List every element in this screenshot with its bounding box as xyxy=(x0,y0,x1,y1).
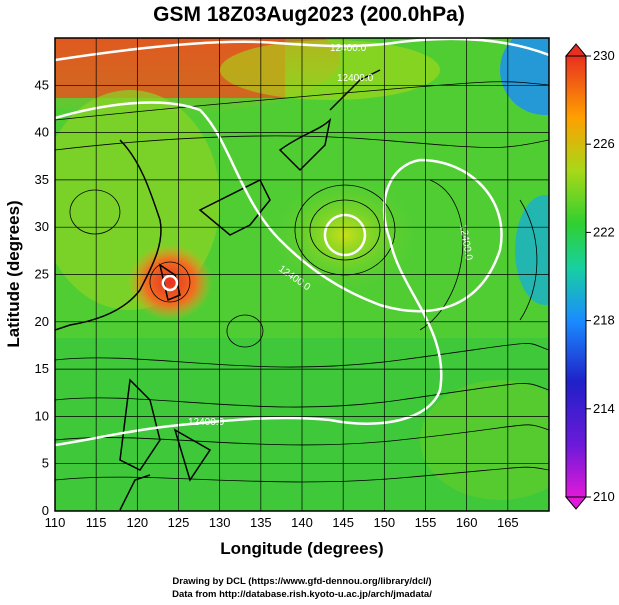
colorbar xyxy=(564,43,588,510)
y-tick-labels: 0 5 10 15 20 25 30 35 40 45 xyxy=(35,77,49,518)
colorbar-tick-label: 214 xyxy=(593,401,615,416)
colorbar-tick-label: 210 xyxy=(593,489,615,504)
x-tick-label: 150 xyxy=(373,515,395,530)
contour-label: 12400.0 xyxy=(337,73,374,84)
x-tick-label: 120 xyxy=(126,515,148,530)
x-tick-label: 110 xyxy=(45,515,66,530)
streamlines xyxy=(55,81,549,483)
y-tick-label: 40 xyxy=(35,125,49,140)
lat-lon-grid xyxy=(55,38,549,511)
credit-drawing: Drawing by DCL (https://www.gfd-dennou.o… xyxy=(172,576,431,587)
colorbar-tick-label: 218 xyxy=(593,313,615,328)
chart-title: GSM 18Z03Aug2023 (200.0hPa) xyxy=(153,3,465,26)
x-tick-label: 145 xyxy=(332,515,354,530)
x-tick-label: 140 xyxy=(291,515,313,530)
colorbar-tick-labels: 210 214 218 222 226 230 xyxy=(586,48,615,504)
x-axis-label: Longitude (degrees) xyxy=(220,539,383,558)
y-tick-label: 20 xyxy=(35,314,49,329)
x-tick-label: 160 xyxy=(456,515,478,530)
x-tick-label: 135 xyxy=(250,515,272,530)
x-tick-label: 155 xyxy=(415,515,437,530)
y-tick-label: 45 xyxy=(35,77,49,92)
contour-label: 12400.0 xyxy=(188,417,225,428)
colorbar-tick-label: 230 xyxy=(593,48,615,63)
height-contours xyxy=(55,38,549,447)
y-tick-label: 10 xyxy=(35,408,49,423)
y-tick-label: 35 xyxy=(35,172,49,187)
x-tick-label: 165 xyxy=(497,515,519,530)
x-tick-label: 115 xyxy=(86,515,107,530)
y-tick-label: 25 xyxy=(35,267,49,282)
x-tick-label: 130 xyxy=(209,515,231,530)
y-axis-label: Latitude (degrees) xyxy=(4,200,23,347)
y-tick-label: 15 xyxy=(35,361,49,376)
x-tick-labels: 110 115 120 125 130 135 140 145 150 155 160 165 xyxy=(45,515,519,530)
map-frame xyxy=(54,37,550,512)
y-tick-label: 0 xyxy=(42,503,49,518)
y-tick-label: 5 xyxy=(42,456,49,471)
coastlines xyxy=(55,69,381,511)
temperature-field xyxy=(55,38,549,511)
colorbar-tick-label: 226 xyxy=(593,136,615,151)
credit-data: Data from http://database.rish.kyoto-u.a… xyxy=(172,589,432,600)
x-tick-label: 125 xyxy=(168,515,190,530)
contour-label: 12400.0 xyxy=(330,43,367,54)
y-tick-label: 30 xyxy=(35,219,49,234)
colorbar-tick-label: 222 xyxy=(593,224,615,239)
